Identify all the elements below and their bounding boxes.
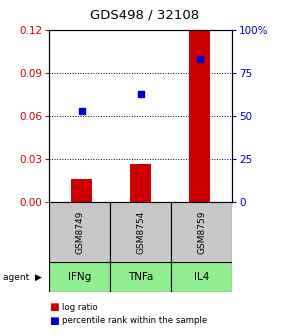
Point [138, 91, 143, 96]
Bar [49, 262, 110, 292]
Text: TNFa: TNFa [128, 272, 153, 282]
Bar [171, 262, 232, 292]
Bar [71, 179, 92, 202]
Text: agent  ▶: agent ▶ [3, 273, 42, 282]
Text: IL4: IL4 [194, 272, 209, 282]
Point [197, 57, 202, 62]
Text: log ratio: log ratio [62, 303, 98, 312]
Text: IFNg: IFNg [68, 272, 91, 282]
Text: ■: ■ [49, 316, 59, 326]
Bar [110, 202, 171, 262]
Text: GSM8749: GSM8749 [75, 210, 84, 254]
Text: GDS498 / 32108: GDS498 / 32108 [90, 9, 200, 22]
Bar [110, 262, 171, 292]
Bar [130, 164, 151, 202]
Text: ■: ■ [49, 302, 59, 312]
Bar [189, 30, 210, 202]
Bar [49, 202, 110, 262]
Text: GSM8759: GSM8759 [197, 210, 206, 254]
Text: percentile rank within the sample: percentile rank within the sample [62, 317, 208, 325]
Point [79, 108, 84, 114]
Bar [171, 202, 232, 262]
Text: GSM8754: GSM8754 [136, 210, 145, 254]
